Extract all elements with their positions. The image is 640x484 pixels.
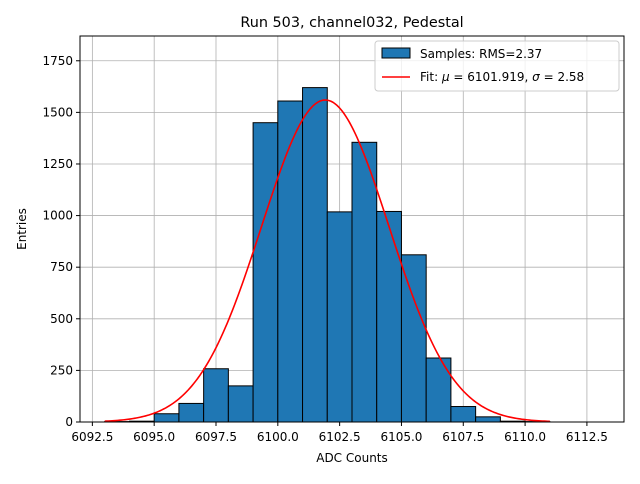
- histogram-bar-9: [327, 212, 352, 422]
- x-tick-label-6: 6107.5: [442, 430, 484, 444]
- histogram-bar-10: [352, 142, 377, 422]
- y-tick-label-1: 250: [50, 363, 73, 377]
- x-tick-label-0: 6092.5: [71, 430, 113, 444]
- histogram-bar-5: [228, 386, 253, 422]
- x-tick-label-5: 6105.0: [380, 430, 422, 444]
- fit-mu-value: = 6101.919,: [450, 70, 533, 84]
- x-tick-label-8: 6112.5: [566, 430, 608, 444]
- histogram-bar-13: [426, 358, 451, 422]
- x-tick-label-7: 6110.0: [504, 430, 546, 444]
- fit-sigma-value: = 2.58: [540, 70, 584, 84]
- histogram-bar-15: [476, 417, 501, 422]
- histogram-bar-14: [451, 407, 476, 422]
- chart-title: Run 503, channel032, Pedestal: [240, 15, 463, 31]
- legend-label-samples: Samples: RMS=2.37: [420, 47, 542, 61]
- histogram-bar-4: [204, 369, 229, 422]
- x-axis-label: ADC Counts: [316, 451, 388, 465]
- y-tick-label-2: 500: [50, 312, 73, 326]
- histogram-bar-3: [179, 403, 204, 422]
- legend-label-fit: Fit: μ = 6101.919, σ = 2.58: [420, 70, 584, 84]
- y-axis-label: Entries: [15, 208, 29, 250]
- y-tick-label-7: 1750: [42, 54, 73, 68]
- histogram-bar-6: [253, 123, 278, 422]
- fit-mu-symbol: μ: [441, 70, 450, 84]
- legend: Samples: RMS=2.37 Fit: μ = 6101.919, σ =…: [375, 41, 619, 91]
- y-tick-label-5: 1250: [42, 157, 73, 171]
- y-tick-label-0: 0: [65, 415, 73, 429]
- histogram-bar-8: [303, 88, 328, 422]
- y-tick-label-4: 1000: [42, 209, 73, 223]
- legend-swatch-samples: [382, 48, 410, 58]
- histogram-bar-11: [377, 211, 402, 422]
- y-tick-label-3: 750: [50, 260, 73, 274]
- histogram-bar-7: [278, 101, 303, 422]
- x-tick-label-4: 6102.5: [319, 430, 361, 444]
- x-tick-label-1: 6095.0: [133, 430, 175, 444]
- y-tick-label-6: 1500: [42, 105, 73, 119]
- histogram-bar-12: [401, 255, 426, 422]
- x-tick-label-3: 6100.0: [257, 430, 299, 444]
- fit-prefix: Fit:: [420, 70, 442, 84]
- histogram-bar-2: [154, 414, 179, 422]
- x-tick-label-2: 6097.5: [195, 430, 237, 444]
